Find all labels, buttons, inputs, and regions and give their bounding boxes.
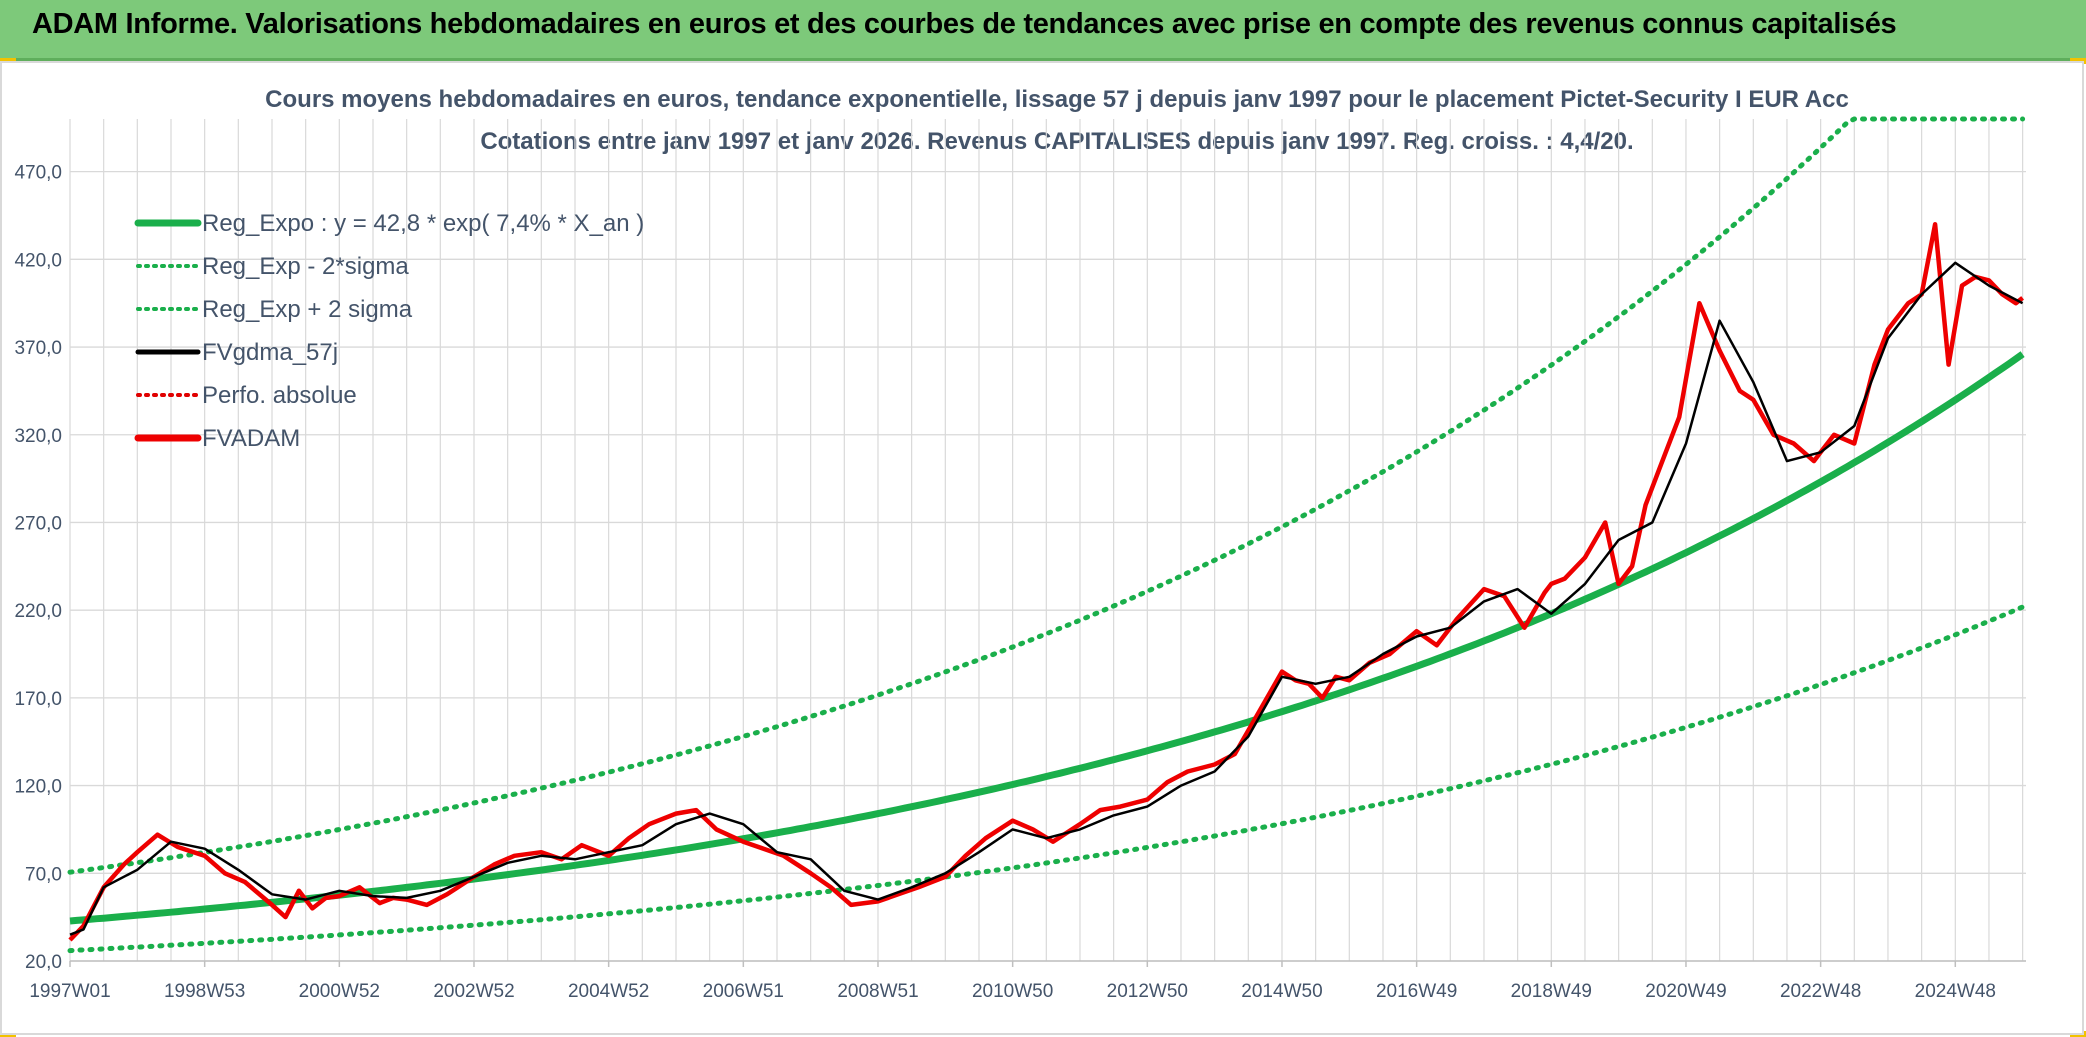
banner: ADAM Informe. Valorisations hebdomadaire…: [0, 0, 2086, 61]
series-reg-minus-2sigma: [67, 604, 2026, 954]
y-tick-label: 370,0: [14, 338, 62, 359]
x-tick-label: 2024W48: [1915, 981, 1996, 1002]
legend-label: FVgdma_57j: [202, 339, 338, 366]
y-tick-label: 470,0: [14, 163, 62, 184]
chart: Cours moyens hebdomadaires en euros, ten…: [14, 86, 2026, 1002]
x-tick-label: 2016W49: [1376, 981, 1457, 1002]
y-tick-label: 120,0: [14, 777, 62, 798]
series-reg-plus-2sigma: [67, 116, 2026, 875]
series-fvadam: [68, 222, 2024, 942]
x-tick-label: 2022W48: [1780, 981, 1861, 1002]
chart-subtitle: Cotations entre janv 1997 et janv 2026. …: [480, 128, 1633, 155]
x-tick-label: 2014W50: [1241, 981, 1322, 1002]
y-tick-label: 20,0: [25, 952, 62, 973]
banner-title: ADAM Informe. Valorisations hebdomadaire…: [32, 8, 1897, 40]
legend-label: Reg_Expo : y = 42,8 * exp( 7,4% * X_an ): [202, 210, 644, 237]
x-tick-label: 2008W51: [837, 981, 918, 1002]
y-tick-label: 220,0: [14, 601, 62, 622]
legend: Reg_Expo : y = 42,8 * exp( 7,4% * X_an )…: [134, 210, 644, 452]
x-tick-label: 1997W01: [29, 981, 110, 1002]
series-fvgdma-57j: [69, 261, 2024, 936]
x-tick-label: 2004W52: [568, 981, 649, 1002]
y-tick-label: 70,0: [25, 864, 62, 885]
legend-label: Reg_Exp + 2 sigma: [202, 296, 413, 323]
y-tick-label: 170,0: [14, 689, 62, 710]
x-tick-label: 1998W53: [164, 981, 245, 1002]
x-tick-label: 2000W52: [299, 981, 380, 1002]
x-axis: 1997W01 1998W53 2000W52 2002W52 2004W52 2006W…: [29, 960, 2026, 1002]
chart-title: Cours moyens hebdomadaires en euros, ten…: [265, 86, 1849, 113]
legend-label: Perfo. absolue: [202, 382, 357, 409]
x-tick-label: 2010W50: [972, 981, 1053, 1002]
x-tick-label: 2018W49: [1511, 981, 1592, 1002]
x-tick-label: 2012W50: [1107, 981, 1188, 1002]
y-tick-label: 320,0: [14, 426, 62, 447]
x-tick-label: 2006W51: [703, 981, 784, 1002]
series-layer: [67, 116, 2026, 954]
legend-label: Reg_Exp - 2*sigma: [202, 253, 409, 280]
gridlines: [69, 119, 2026, 962]
x-tick-label: 2002W52: [433, 981, 514, 1002]
series-reg-expo: [69, 351, 2025, 925]
x-tick-label: 2020W49: [1645, 981, 1726, 1002]
y-axis: 20,0 70,0 120,0 170,0 220,0 270,0 320,0 370,0 42…: [14, 163, 62, 973]
y-tick-label: 270,0: [14, 513, 62, 534]
chart-frame: Cours moyens hebdomadaires en euros, ten…: [0, 61, 2084, 1035]
legend-label: FVADAM: [202, 425, 300, 452]
y-tick-label: 420,0: [14, 250, 62, 271]
